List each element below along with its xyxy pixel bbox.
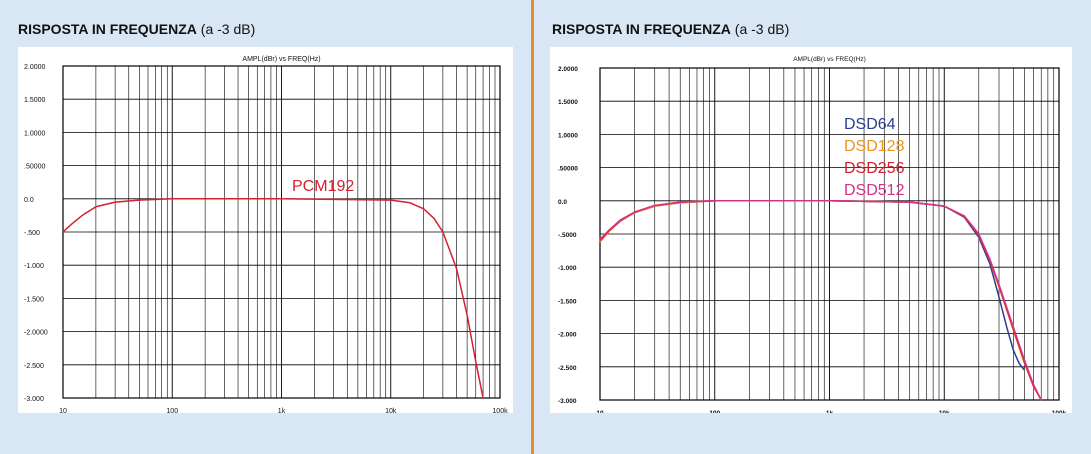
chart-box-left: AMPL(dBr) vs FREQ(Hz) 2.0000 1.5000 1.0000.… [18, 47, 513, 413]
series-line-dsd64 [599, 200, 1026, 371]
y-tick-label: -.5000 [558, 232, 577, 239]
y-tick-label: -2.500 [24, 363, 44, 370]
y-tick-label: 1.5000 [24, 97, 46, 104]
y-tick-label: 1.0000 [24, 130, 46, 137]
chart-heading-bold: RISPOSTA IN FREQUENZA [18, 21, 197, 37]
x-tick-label: 100 [709, 410, 720, 413]
series-label-dsd512: DSD512 [844, 182, 905, 199]
chart-heading-left: RISPOSTA IN FREQUENZA (a -3 dB) [18, 21, 255, 37]
panel-divider [531, 0, 534, 454]
chart-heading-bold: RISPOSTA IN FREQUENZA [552, 21, 731, 37]
y-tick-label: -2.000 [558, 332, 577, 339]
y-tick-label: -2.0000 [24, 330, 48, 337]
y-tick-label: .50000 [558, 166, 578, 173]
series-line-dsd512 [599, 200, 1042, 401]
y-tick-label: 0.0 [558, 199, 567, 206]
chart-subtitle: AMPL(dBr) vs FREQ(Hz) [242, 56, 320, 63]
x-tick-label: 10k [385, 408, 397, 413]
y-tick-label: -3.000 [558, 398, 577, 405]
x-tick-label: 100k [1052, 410, 1067, 413]
y-tick-label: 0.0 [24, 197, 34, 204]
y-tick-label: 2.0000 [558, 66, 578, 73]
chart-dsd: AMPL(dBr) vs FREQ(Hz) 2.0000 1.5000 1.0000.… [558, 56, 1067, 413]
series-line-pcm192 [62, 198, 484, 399]
series-label-dsd256: DSD256 [844, 160, 905, 177]
y-tick-label: 2.0000 [24, 64, 46, 71]
y-tick-label: -1.500 [558, 298, 577, 305]
y-tick-label: -2.500 [558, 365, 577, 372]
chart-subtitle: AMPL(dBr) vs FREQ(Hz) [793, 56, 866, 63]
x-tick-label: 10 [596, 410, 604, 413]
series-label-dsd128: DSD128 [844, 138, 905, 155]
chart-heading-right: RISPOSTA IN FREQUENZA (a -3 dB) [552, 21, 789, 37]
series-label-pcm192: PCM192 [292, 178, 354, 195]
x-tick-label: 1k [278, 408, 286, 413]
x-tick-label: 100k [492, 408, 508, 413]
y-tick-label: -1.000 [558, 265, 577, 272]
x-tick-label: 100 [166, 408, 178, 413]
plot-frame [599, 67, 1060, 401]
series-label-dsd64: DSD64 [844, 116, 896, 133]
chart-box-right: AMPL(dBr) vs FREQ(Hz) 2.0000 1.5000 1.0000.… [550, 47, 1072, 413]
y-tick-label: .50000 [24, 164, 46, 171]
y-tick-label: -1.000 [24, 263, 44, 270]
grid [62, 65, 501, 399]
chart-heading-rest: (a -3 dB) [200, 21, 256, 37]
panel-left: RISPOSTA IN FREQUENZA (a -3 dB) AMPL(dBr… [0, 0, 531, 454]
y-tick-label: -.500 [24, 230, 40, 237]
grid [599, 67, 1060, 401]
panel-right: RISPOSTA IN FREQUENZA (a -3 dB) AMPL(dBr… [534, 0, 1091, 454]
y-tick-label: 1.5000 [558, 99, 578, 106]
x-tick-label: 10k [939, 410, 950, 413]
chart-heading-rest: (a -3 dB) [734, 21, 790, 37]
chart-pcm: AMPL(dBr) vs FREQ(Hz) 2.0000 1.5000 1.0000.… [24, 56, 508, 413]
x-tick-label: 1k [826, 410, 834, 413]
y-tick-label: -1.500 [24, 296, 44, 303]
y-tick-label: 1.0000 [558, 132, 578, 139]
x-tick-label: 10 [59, 408, 67, 413]
y-tick-label: -3.000 [24, 396, 44, 403]
